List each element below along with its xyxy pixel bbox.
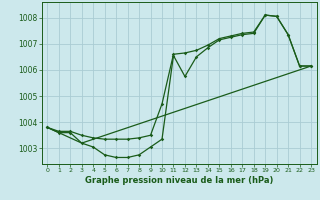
X-axis label: Graphe pression niveau de la mer (hPa): Graphe pression niveau de la mer (hPa)	[85, 176, 273, 185]
